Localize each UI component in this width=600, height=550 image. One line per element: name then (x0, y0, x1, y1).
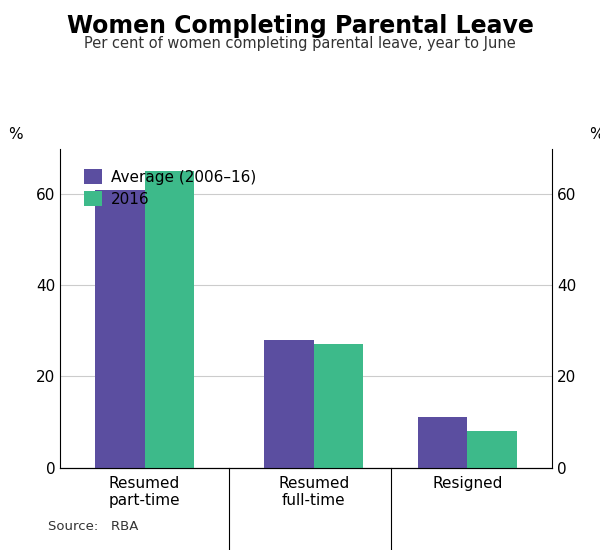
Legend: Average (2006–16), 2016: Average (2006–16), 2016 (77, 162, 262, 213)
Text: Per cent of women completing parental leave, year to June: Per cent of women completing parental le… (84, 36, 516, 51)
Text: %: % (8, 127, 23, 142)
Bar (265, 340, 314, 468)
Text: %: % (589, 127, 600, 142)
Bar (467, 431, 517, 467)
Bar (95, 190, 145, 468)
Bar (314, 344, 363, 468)
Text: Women Completing Parental Leave: Women Completing Parental Leave (67, 14, 533, 38)
Bar (418, 417, 467, 468)
Text: Source:   RBA: Source: RBA (48, 520, 139, 534)
Bar (145, 171, 194, 467)
